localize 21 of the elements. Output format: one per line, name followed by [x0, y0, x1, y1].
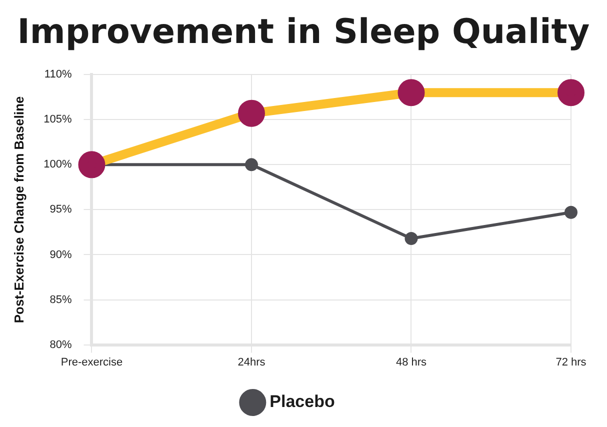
x-tick-label: 48 hrs [396, 356, 428, 368]
point [564, 206, 578, 219]
chart-title: Improvement in Sleep Quality [16, 12, 591, 54]
y-tick-label: 80% [50, 338, 72, 351]
legend-label: Placebo [270, 392, 335, 412]
y-axis-title: Post-Exercise Change from Baseline [11, 96, 26, 324]
point [238, 100, 265, 127]
point [398, 79, 425, 106]
y-tick-label: 105% [44, 114, 72, 126]
y-tick-label: 95% [50, 204, 72, 216]
y-tick-label: 85% [50, 294, 72, 306]
x-tick-label: 24hrs [238, 356, 266, 368]
x-tick-label: 72 hrs [556, 356, 587, 368]
x-tick-label: Pre-exercise [60, 356, 123, 368]
y-tick-label: 110% [44, 68, 72, 81]
point [244, 158, 258, 172]
y-tick-label: 100% [44, 158, 72, 171]
point [404, 232, 418, 246]
y-tick-label: 90% [50, 248, 72, 261]
point [78, 151, 106, 178]
point [558, 79, 584, 106]
